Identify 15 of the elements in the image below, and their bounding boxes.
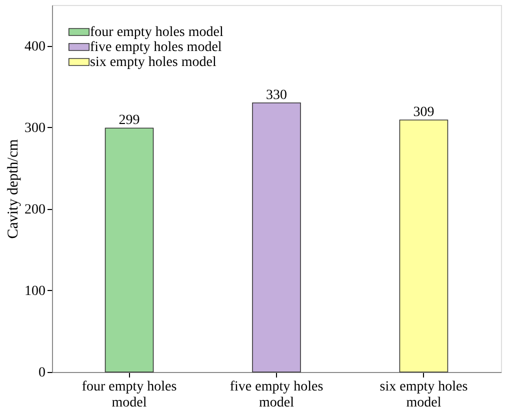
- data-label: 309: [413, 104, 434, 120]
- y-tick-label: 300: [24, 120, 46, 136]
- legend-label: six empty holes model: [90, 55, 216, 70]
- y-tick-label: 0: [38, 366, 46, 380]
- x-tick-label: six empty holes model: [380, 380, 468, 410]
- data-label: 330: [266, 88, 287, 103]
- y-tick-label: 400: [24, 39, 46, 54]
- legend-label: four empty holes model: [90, 25, 224, 40]
- y-tick-label: 100: [24, 284, 46, 299]
- x-tick-label: five empty holes model: [230, 380, 324, 410]
- y-tick-label: 200: [24, 202, 46, 218]
- y-axis-title: Cavity depth/cm: [6, 138, 22, 239]
- legend-label: five empty holes model: [90, 40, 222, 55]
- data-label: 299: [118, 113, 140, 128]
- x-tick-label: four empty holes model: [82, 380, 177, 410]
